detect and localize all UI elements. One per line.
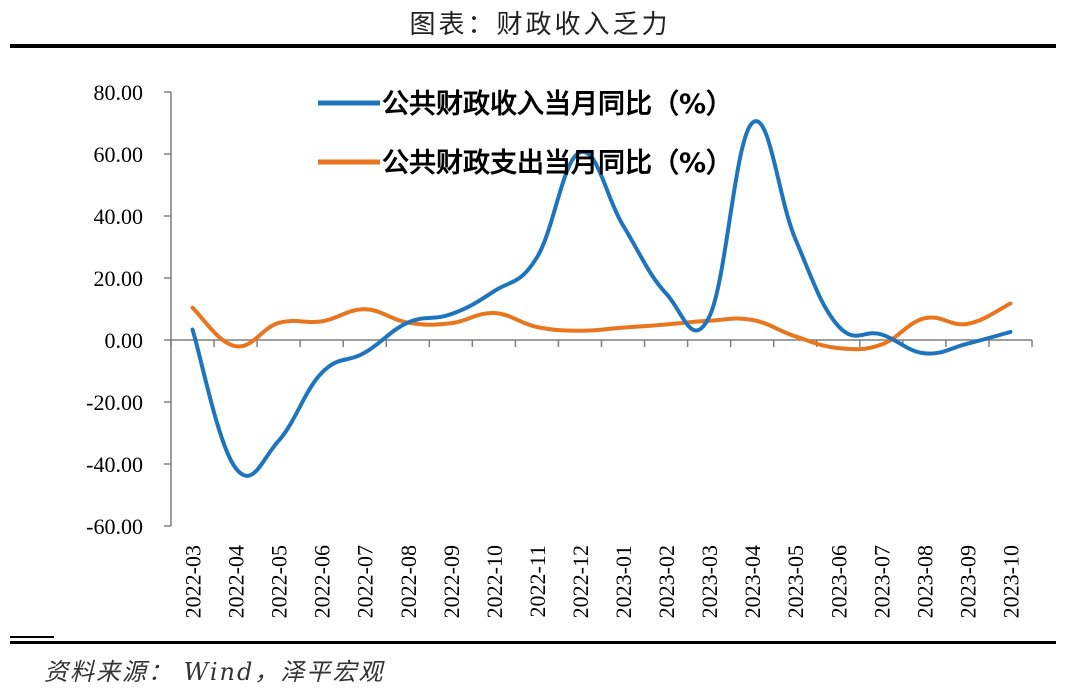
series-line-expenditure [190,301,1013,352]
series-lines [190,119,1013,478]
bottom-rule [10,641,1056,644]
legend-label-revenue: 公共财政收入当月同比（%） [382,89,733,120]
x-tick-label: 2022-07 [353,545,378,618]
y-tick-label: 0.00 [105,328,144,353]
x-axis-tick-labels: 2022-03 2022-04 2022-05 2022-06 2022-07 2022-… [181,545,1024,618]
x-tick-label: 2023-04 [740,545,765,618]
y-tick-label: 60.00 [94,142,144,167]
x-tick-label: 2022-09 [439,545,464,618]
chart-legend: 公共财政收入当月同比（%） 公共财政支出当月同比（%） [318,89,733,179]
x-tick-label: 2023-10 [998,545,1023,618]
top-rule [10,44,1056,48]
x-tick-label: 2023-03 [697,545,722,618]
y-tick-label: 40.00 [94,204,144,229]
x-tick-label: 2022-08 [396,545,421,618]
source-note: 资料来源： Wind，泽平宏观 [44,658,385,686]
x-tick-label: 2023-07 [869,545,894,618]
x-tick-label: 2022-04 [224,545,249,618]
x-tick-label: 2023-06 [826,545,851,618]
y-tick-label: -20.00 [86,390,143,415]
y-tick-label: 80.00 [94,80,144,105]
x-tick-label: 2022-12 [568,545,593,618]
x-tick-label: 2022-11 [525,545,550,618]
x-tick-label: 2023-08 [912,545,937,618]
y-tick-label: -60.00 [86,514,143,539]
x-tick-label: 2023-02 [654,545,679,618]
y-axis-tick-labels: 80.00 60.00 40.00 20.00 0.00 -20.00 -40.00 -60.… [86,80,143,539]
series-line-revenue [190,119,1013,478]
figure-title: 图表：财政收入乏力 [409,10,671,40]
x-tick-label: 2022-06 [310,545,335,618]
x-tick-label: 2022-03 [181,545,206,618]
x-tick-label: 2023-01 [611,545,636,618]
x-tick-label: 2023-05 [783,545,808,618]
y-tick-label: 20.00 [94,266,144,291]
bottom-rule-thin [10,636,54,638]
x-tick-label: 2022-10 [482,545,507,618]
legend-label-expenditure: 公共财政支出当月同比（%） [382,148,733,179]
x-tick-label: 2023-09 [955,545,980,618]
x-tick-label: 2022-05 [267,545,292,618]
y-tick-label: -40.00 [86,452,143,477]
